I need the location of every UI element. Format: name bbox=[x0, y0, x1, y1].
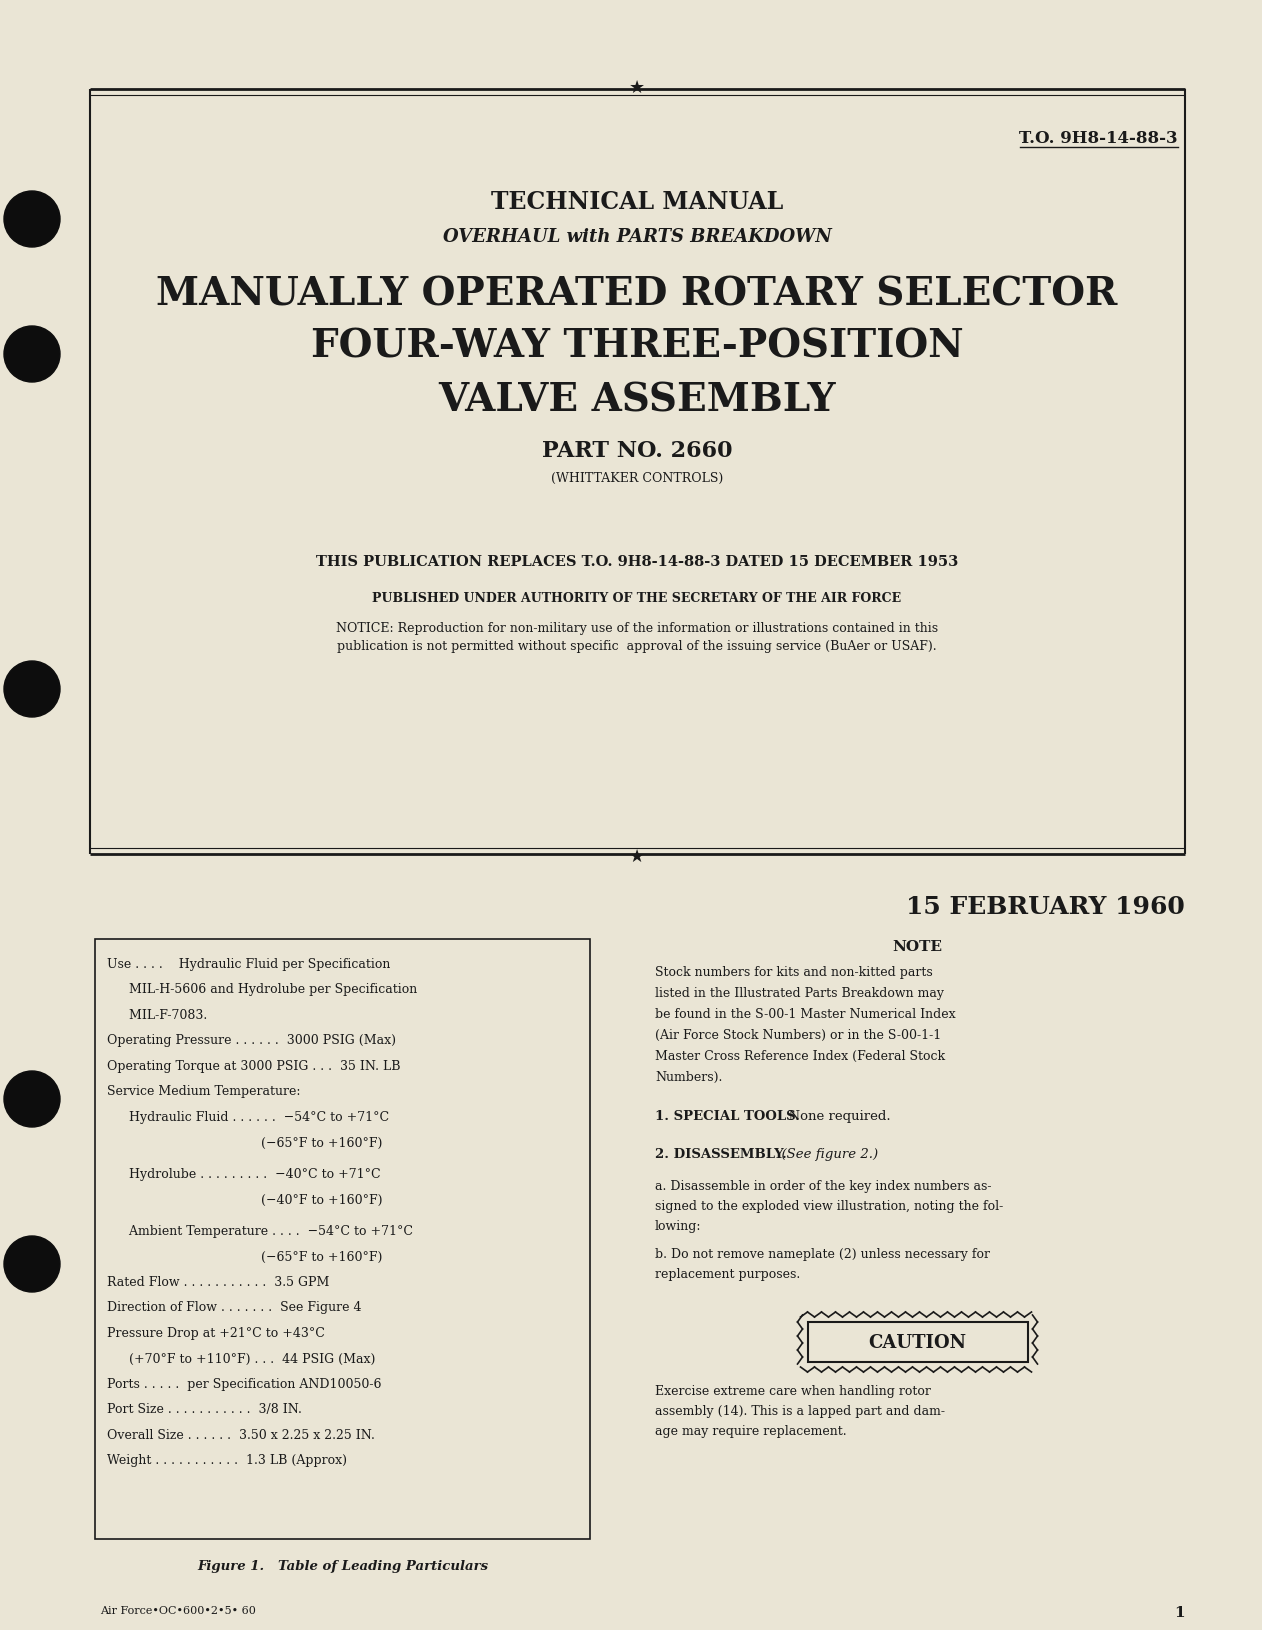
Text: ★: ★ bbox=[628, 78, 645, 96]
Text: (+70°F to +110°F) . . .  44 PSIG (Max): (+70°F to +110°F) . . . 44 PSIG (Max) bbox=[117, 1351, 375, 1364]
Text: 2. DISASSEMBLY.: 2. DISASSEMBLY. bbox=[655, 1148, 786, 1161]
Text: Stock numbers for kits and non-kitted parts: Stock numbers for kits and non-kitted pa… bbox=[655, 965, 933, 978]
Text: Hydraulic Fluid . . . . . .  −54°C to +71°C: Hydraulic Fluid . . . . . . −54°C to +71… bbox=[117, 1110, 389, 1123]
Text: Operating Torque at 3000 PSIG . . .  35 IN. LB: Operating Torque at 3000 PSIG . . . 35 I… bbox=[107, 1060, 400, 1073]
Text: 1. SPECIAL TOOLS.: 1. SPECIAL TOOLS. bbox=[655, 1110, 800, 1123]
Text: TECHNICAL MANUAL: TECHNICAL MANUAL bbox=[491, 189, 784, 214]
Text: Ports . . . . .  per Specification AND10050-6: Ports . . . . . per Specification AND100… bbox=[107, 1377, 381, 1390]
Text: Direction of Flow . . . . . . .  See Figure 4: Direction of Flow . . . . . . . See Figu… bbox=[107, 1301, 361, 1314]
Text: lowing:: lowing: bbox=[655, 1219, 702, 1232]
Text: PUBLISHED UNDER AUTHORITY OF THE SECRETARY OF THE AIR FORCE: PUBLISHED UNDER AUTHORITY OF THE SECRETA… bbox=[372, 592, 901, 605]
Text: (WHITTAKER CONTROLS): (WHITTAKER CONTROLS) bbox=[551, 471, 723, 484]
Circle shape bbox=[4, 1236, 61, 1293]
Text: Figure 1.   Table of Leading Particulars: Figure 1. Table of Leading Particulars bbox=[197, 1558, 488, 1571]
Text: assembly (14). This is a lapped part and dam-: assembly (14). This is a lapped part and… bbox=[655, 1403, 945, 1416]
Text: ★: ★ bbox=[628, 848, 645, 866]
Text: None required.: None required. bbox=[780, 1110, 891, 1123]
Bar bbox=[95, 939, 591, 1539]
Text: THIS PUBLICATION REPLACES T.O. 9H8-14-88-3 DATED 15 DECEMBER 1953: THIS PUBLICATION REPLACES T.O. 9H8-14-88… bbox=[316, 554, 958, 569]
Text: Hydrolube . . . . . . . . .  −40°C to +71°C: Hydrolube . . . . . . . . . −40°C to +71… bbox=[117, 1167, 381, 1180]
Text: OVERHAUL with PARTS BREAKDOWN: OVERHAUL with PARTS BREAKDOWN bbox=[443, 228, 832, 246]
Text: MIL-H-5606 and Hydrolube per Specification: MIL-H-5606 and Hydrolube per Specificati… bbox=[117, 983, 418, 996]
Text: Operating Pressure . . . . . .  3000 PSIG (Max): Operating Pressure . . . . . . 3000 PSIG… bbox=[107, 1033, 396, 1046]
Text: T.O. 9H8-14-88-3: T.O. 9H8-14-88-3 bbox=[1020, 130, 1177, 147]
Text: Numbers).: Numbers). bbox=[655, 1071, 722, 1084]
Text: CAUTION: CAUTION bbox=[868, 1333, 967, 1351]
Text: a. Disassemble in order of the key index numbers as-: a. Disassemble in order of the key index… bbox=[655, 1178, 992, 1192]
Circle shape bbox=[4, 662, 61, 717]
Text: Overall Size . . . . . .  3.50 x 2.25 x 2.25 IN.: Overall Size . . . . . . 3.50 x 2.25 x 2… bbox=[107, 1428, 375, 1441]
Text: MANUALLY OPERATED ROTARY SELECTOR: MANUALLY OPERATED ROTARY SELECTOR bbox=[156, 275, 1118, 313]
Bar bbox=[808, 1322, 1027, 1363]
Text: Weight . . . . . . . . . . .  1.3 LB (Approx): Weight . . . . . . . . . . . 1.3 LB (App… bbox=[107, 1454, 347, 1467]
Circle shape bbox=[4, 1071, 61, 1128]
Text: (−65°F to +160°F): (−65°F to +160°F) bbox=[117, 1250, 382, 1263]
Text: VALVE ASSEMBLY: VALVE ASSEMBLY bbox=[438, 381, 835, 419]
Text: listed in the Illustrated Parts Breakdown may: listed in the Illustrated Parts Breakdow… bbox=[655, 986, 944, 999]
Text: FOUR-WAY THREE-POSITION: FOUR-WAY THREE-POSITION bbox=[310, 328, 963, 365]
Text: (See figure 2.): (See figure 2.) bbox=[774, 1148, 878, 1161]
Text: (−40°F to +160°F): (−40°F to +160°F) bbox=[117, 1193, 382, 1206]
Circle shape bbox=[4, 326, 61, 383]
Text: Master Cross Reference Index (Federal Stock: Master Cross Reference Index (Federal St… bbox=[655, 1050, 945, 1063]
Text: Exercise extreme care when handling rotor: Exercise extreme care when handling roto… bbox=[655, 1384, 931, 1397]
Text: Ambient Temperature . . . .  −54°C to +71°C: Ambient Temperature . . . . −54°C to +71… bbox=[117, 1224, 413, 1237]
Circle shape bbox=[4, 192, 61, 248]
Text: 15 FEBRUARY 1960: 15 FEBRUARY 1960 bbox=[906, 895, 1185, 918]
Text: Rated Flow . . . . . . . . . . .  3.5 GPM: Rated Flow . . . . . . . . . . . 3.5 GPM bbox=[107, 1275, 329, 1288]
Text: publication is not permitted without specific  approval of the issuing service (: publication is not permitted without spe… bbox=[337, 639, 936, 652]
Text: Use . . . .    Hydraulic Fluid per Specification: Use . . . . Hydraulic Fluid per Specific… bbox=[107, 957, 390, 970]
Text: age may require replacement.: age may require replacement. bbox=[655, 1425, 847, 1438]
Text: b. Do not remove nameplate (2) unless necessary for: b. Do not remove nameplate (2) unless ne… bbox=[655, 1247, 989, 1260]
Text: 1: 1 bbox=[1175, 1606, 1185, 1619]
Text: Port Size . . . . . . . . . . .  3/8 IN.: Port Size . . . . . . . . . . . 3/8 IN. bbox=[107, 1403, 302, 1415]
Text: Service Medium Temperature:: Service Medium Temperature: bbox=[107, 1086, 300, 1099]
Text: be found in the S-00-1 Master Numerical Index: be found in the S-00-1 Master Numerical … bbox=[655, 1007, 955, 1020]
Text: Pressure Drop at +21°C to +43°C: Pressure Drop at +21°C to +43°C bbox=[107, 1327, 324, 1340]
Text: MIL-F-7083.: MIL-F-7083. bbox=[117, 1009, 207, 1022]
Text: replacement purposes.: replacement purposes. bbox=[655, 1267, 800, 1280]
Text: (−65°F to +160°F): (−65°F to +160°F) bbox=[117, 1136, 382, 1149]
Text: NOTICE: Reproduction for non-military use of the information or illustrations co: NOTICE: Reproduction for non-military us… bbox=[336, 621, 938, 634]
Text: PART NO. 2660: PART NO. 2660 bbox=[541, 440, 732, 461]
Text: Air Force•OC•600•2•5• 60: Air Force•OC•600•2•5• 60 bbox=[100, 1606, 256, 1615]
Text: NOTE: NOTE bbox=[892, 939, 943, 954]
Text: signed to the exploded view illustration, noting the fol-: signed to the exploded view illustration… bbox=[655, 1200, 1003, 1213]
Text: (Air Force Stock Numbers) or in the S-00-1-1: (Air Force Stock Numbers) or in the S-00… bbox=[655, 1029, 941, 1042]
